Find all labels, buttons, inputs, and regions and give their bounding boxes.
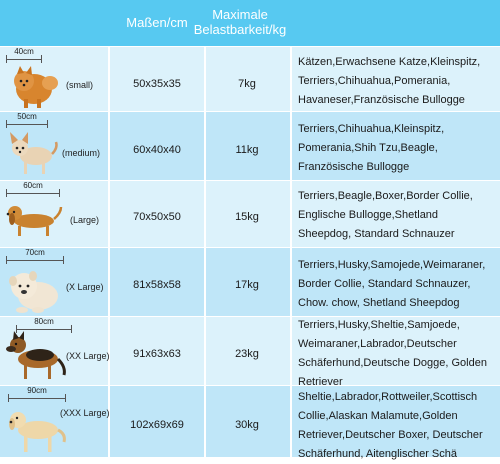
chihuahua-dog-icon <box>10 132 58 174</box>
breeds-cell: Sheltie,Labrador,Rottweiler,Scottisch Col… <box>298 391 483 460</box>
ruler: 80cm <box>16 317 72 333</box>
breeds-cell: Terriers,Chihuahua,Kleinspitz, Pomerania,… <box>298 123 445 173</box>
dims-cell: 70x50x50 <box>133 211 181 223</box>
size-label: (Large) <box>70 215 100 225</box>
dims-cell: 60x40x40 <box>133 144 181 156</box>
table-row: 90cm (XXX Large) 102x69x69 30kg Sheltie,… <box>0 385 500 460</box>
german-shepherd-dog-icon <box>6 331 66 379</box>
breeds-cell: Terriers,Husky,Sheltie,Samjoede, Weimaran… <box>298 319 487 388</box>
table-row: 70cm (X Large) 81x58x58 17kg Terriers,Hu… <box>0 247 500 316</box>
header-load-line1: Maximale <box>212 7 268 22</box>
load-cell: 17kg <box>235 279 259 291</box>
size-label: (medium) <box>62 148 101 158</box>
header-load: Maximale Belastbarkeit/kg <box>180 7 300 37</box>
dims-cell: 102x69x69 <box>130 419 184 431</box>
pomeranian-dog-icon <box>14 66 58 108</box>
size-label: (small) <box>66 80 93 90</box>
load-cell: 30kg <box>235 419 259 431</box>
header-size: Maßen/cm <box>126 15 188 30</box>
labrador-dog-icon <box>9 412 66 452</box>
header-load-line2: Belastbarkeit/kg <box>193 22 287 37</box>
ruler: 60cm <box>6 181 60 197</box>
load-cell: 15kg <box>235 211 259 223</box>
size-label: (X Large) <box>66 282 104 292</box>
load-cell: 11kg <box>235 144 259 156</box>
table-row: 60cm (Large) 70x50x50 15kg Terriers,Beag… <box>0 180 500 247</box>
table-row: 40cm (small) 50x35x35 7kg Kätzen,Erwachs… <box>0 46 500 111</box>
ruler: 50cm <box>6 112 48 128</box>
size-label: (XXX Large) <box>60 408 110 418</box>
table-header: Maßen/cm Maximale Belastbarkeit/kg <box>0 0 500 46</box>
breeds-cell: Terriers,Beagle,Boxer,Border Collie, Engl… <box>298 190 473 240</box>
dims-cell: 91x63x63 <box>133 348 181 360</box>
ruler: 70cm <box>6 248 64 264</box>
ruler: 90cm <box>8 386 66 402</box>
dims-cell: 50x35x35 <box>133 78 181 90</box>
breeds-cell: Kätzen,Erwachsene Katze,Kleinspitz, Terri… <box>298 56 481 106</box>
load-cell: 7kg <box>238 78 256 90</box>
dachshund-dog-icon <box>6 206 63 236</box>
table-row: 80cm (XX Large) 91x63x63 23kg Terriers,H… <box>0 316 500 388</box>
ruler: 40cm <box>6 47 42 63</box>
table-row: 50cm (medium) 60x40x40 11kg Terriers,Chi… <box>0 111 500 180</box>
load-cell: 23kg <box>235 348 259 360</box>
chow-chow-puppy-icon <box>9 271 58 313</box>
size-label: (XX Large) <box>66 351 110 361</box>
dims-cell: 81x58x58 <box>133 279 181 291</box>
breeds-cell: Terriers,Husky,Samojede,Weimaraner, Borde… <box>298 259 486 309</box>
